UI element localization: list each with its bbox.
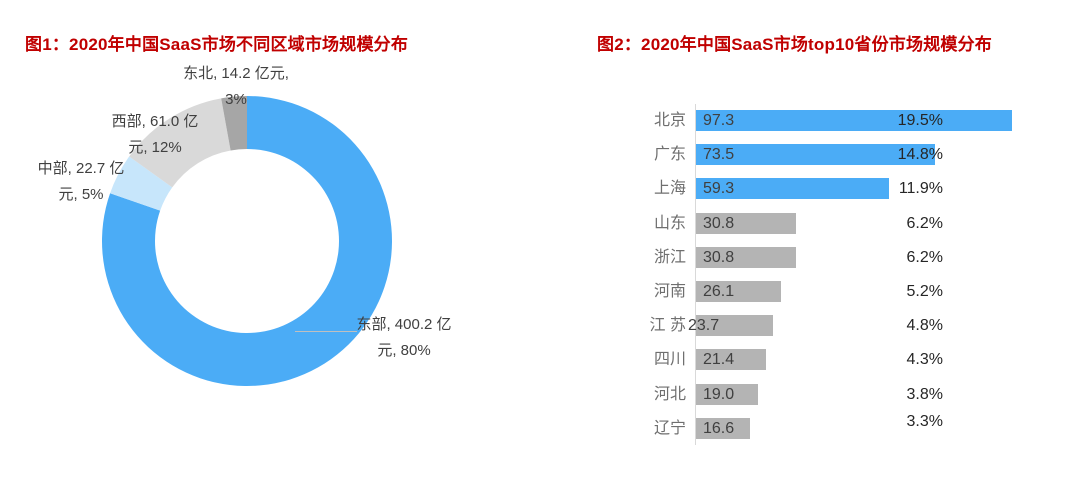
bar-rect: 97.3 — [696, 110, 1012, 131]
bar-value-label: 21.4 — [703, 351, 735, 368]
bar-rect: 16.6 — [696, 418, 750, 439]
donut-label-east-line1: 东部, 400.2 亿 — [356, 316, 452, 333]
bar-rect: 73.5 — [696, 144, 935, 165]
bar-rect: 26.1 — [696, 281, 781, 302]
donut-segment-3 — [221, 96, 247, 151]
bar-rect: 59.3 — [696, 178, 889, 199]
donut-label-west: 西部, 61.0 亿 元, 12% — [65, 109, 245, 161]
bar-rect: 30.8 — [696, 213, 796, 234]
figure1-title: 图1：2020年中国SaaS市场不同区域市场规模分布 — [25, 35, 409, 54]
bar-row: 辽宁 16.6 3.3% — [0, 413, 1080, 439]
bar-pct-label: 19.5% — [897, 112, 943, 129]
donut-label-northeast-line1: 东北, 14.2 亿元, — [183, 65, 289, 82]
bar-row: 广东 73.5 14.8% — [0, 144, 1080, 165]
bar-rect: 21.4 — [696, 349, 766, 370]
donut-chart — [101, 96, 392, 386]
bar-value-label: 59.3 — [703, 180, 735, 197]
bar-value-label: 19.0 — [703, 386, 735, 403]
bar-category-label: 浙江 — [653, 249, 686, 266]
bar-category-label: 广东 — [653, 146, 686, 163]
donut-label-central-line1: 中部, 22.7 亿 — [37, 160, 125, 177]
donut-label-northeast-line2: 3% — [225, 91, 247, 108]
bar-value-label: 30.8 — [703, 249, 735, 266]
bar-category-label: 辽宁 — [653, 420, 686, 437]
bar-value-label: 26.1 — [703, 283, 735, 300]
bar-category-label: 北京 — [653, 112, 686, 129]
donut-label-northeast: 东北, 14.2 亿元, 3% — [146, 61, 326, 113]
bar-value-label: 30.8 — [703, 215, 735, 232]
donut-segment-2 — [129, 98, 231, 188]
bar-category-label: 河北 — [653, 386, 686, 403]
bar-category-label: 河南 — [653, 283, 686, 300]
donut-label-central: 中部, 22.7 亿 元, 5% — [0, 156, 171, 208]
y-axis-line — [695, 104, 696, 445]
bar-rect: 19.0 — [696, 384, 758, 405]
donut-label-central-line2: 元, 5% — [58, 186, 104, 203]
bar-value-label: 16.6 — [703, 420, 735, 437]
bar-row: 河南 26.1 5.2% — [0, 281, 1080, 302]
bar-pct-label: 3.8% — [906, 386, 943, 403]
figure2-title: 图2：2020年中国SaaS市场top10省份市场规模分布 — [597, 35, 992, 54]
bar-rect: 30.8 — [696, 247, 796, 268]
bar-pct-label: 6.2% — [906, 249, 943, 266]
bar-category-label: 上海 — [653, 180, 686, 197]
bar-pct-label: 11.9% — [898, 180, 943, 197]
leader-line — [295, 331, 357, 332]
bar-row: 浙江 30.8 6.2% — [0, 247, 1080, 268]
bar-rect: 23.7 — [688, 315, 773, 336]
bar-pct-label: 5.2% — [906, 283, 943, 300]
bar-pct-label: 4.3% — [906, 351, 943, 368]
bar-category-label: 四川 — [653, 351, 686, 368]
bar-category-label: 山东 — [653, 215, 686, 232]
bar-row: 北京 97.3 19.5% — [0, 110, 1080, 131]
donut-label-east: 东部, 400.2 亿 元, 80% — [314, 312, 494, 364]
bar-value-label: 23.7 — [688, 317, 720, 334]
donut-segment-1 — [110, 156, 173, 211]
bar-value-label: 97.3 — [703, 112, 735, 129]
bar-pct-label: 4.8% — [906, 317, 943, 334]
bar-pct-label: 14.8% — [897, 146, 943, 163]
donut-label-west-line1: 西部, 61.0 亿 — [111, 113, 199, 130]
bar-row: 江 苏 23.7 4.8% — [0, 315, 1080, 336]
bar-row: 山东 30.8 6.2% — [0, 213, 1080, 234]
bar-row: 河北 19.0 3.8% — [0, 384, 1080, 405]
bar-pct-label: 6.2% — [906, 215, 943, 232]
donut-label-east-line2: 元, 80% — [377, 342, 431, 359]
bar-pct-label: 3.3% — [906, 413, 943, 430]
bar-row: 上海 59.3 11.9% — [0, 178, 1080, 199]
bar-value-label: 73.5 — [703, 146, 735, 163]
bar-row: 四川 21.4 4.3% — [0, 349, 1080, 370]
donut-label-west-line2: 元, 12% — [128, 139, 182, 156]
donut-segment-0 — [101, 96, 392, 386]
bar-category-label: 江 苏 — [649, 317, 686, 334]
